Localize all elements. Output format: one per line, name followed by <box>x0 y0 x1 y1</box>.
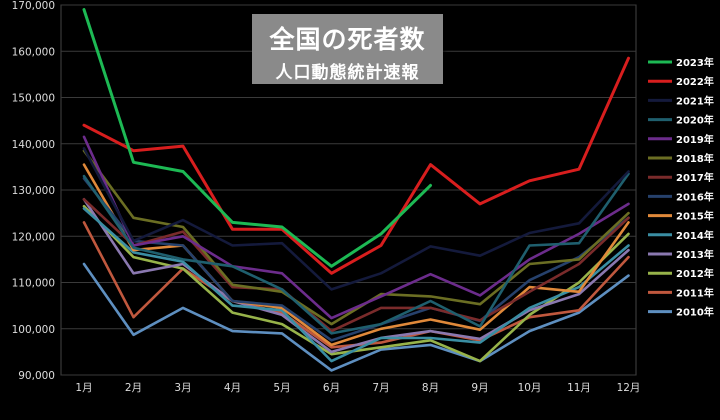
x-tick-label: 1月 <box>75 382 92 394</box>
legend-label: 2021年 <box>676 94 714 107</box>
x-tick-label: 8月 <box>422 382 439 394</box>
x-tick-label: 12月 <box>617 382 641 394</box>
series-line-2018年 <box>82 149 630 326</box>
chart-subtitle: 人口動態統計速報 <box>275 63 420 83</box>
legend-label: 2012年 <box>676 267 714 280</box>
series-line-2010年 <box>82 262 630 372</box>
y-tick-label: 140,000 <box>12 139 55 151</box>
x-tick-label: 9月 <box>471 382 488 394</box>
series-line-2019年 <box>82 135 630 320</box>
x-tick-label: 2月 <box>125 382 142 394</box>
legend: 2023年 2022年 2021年 2020年 2019年 2018年 2017年 2016年… <box>648 56 714 319</box>
x-tick-label: 11月 <box>567 382 591 394</box>
y-tick-label: 160,000 <box>12 46 55 58</box>
x-tick-label: 7月 <box>372 382 389 394</box>
y-tick-label: 130,000 <box>12 185 55 197</box>
x-axis-ticks: 1月 2月 3月 4月 5月 6月 7月 8月 9月 10月 11月 12月 <box>75 382 640 394</box>
x-tick-label: 4月 <box>224 382 241 394</box>
series-line-2021年 <box>82 147 630 291</box>
legend-label: 2015年 <box>676 210 714 223</box>
series-line-2022年 <box>82 56 630 275</box>
series-line-2014年 <box>82 207 630 363</box>
gridlines <box>61 4 636 376</box>
y-tick-label: 110,000 <box>12 278 55 290</box>
y-axis-ticks: 90,000 100,000 110,000 120,000 130,000 140,00… <box>12 0 55 382</box>
x-tick-label: 3月 <box>174 382 191 394</box>
x-tick-label: 10月 <box>518 382 542 394</box>
legend-label: 2013年 <box>676 248 714 261</box>
legend-label: 2016年 <box>676 190 714 203</box>
legend-label: 2010年 <box>676 306 714 319</box>
legend-label: 2017年 <box>676 171 714 184</box>
legend-label: 2011年 <box>676 286 714 299</box>
y-tick-label: 120,000 <box>12 231 55 243</box>
title-box: 全国の死者数 人口動態統計速報 <box>252 14 443 84</box>
y-tick-label: 90,000 <box>18 370 55 382</box>
legend-label: 2018年 <box>676 152 714 165</box>
legend-label: 2019年 <box>676 133 714 146</box>
series-lines <box>82 8 630 372</box>
y-tick-label: 170,000 <box>12 0 55 12</box>
series-line-2023年 <box>82 8 432 268</box>
legend-label: 2023年 <box>676 56 714 69</box>
series-line-2013年 <box>82 198 630 354</box>
y-tick-label: 100,000 <box>12 324 55 336</box>
series-line-2016年 <box>82 177 630 342</box>
series-line-2020年 <box>82 172 630 335</box>
legend-label: 2020年 <box>676 114 714 127</box>
legend-label: 2014年 <box>676 229 714 242</box>
chart-title: 全国の死者数 <box>269 25 426 54</box>
series-line-2017年 <box>82 198 630 333</box>
y-tick-label: 150,000 <box>12 93 55 105</box>
legend-label: 2022年 <box>676 75 714 88</box>
x-tick-label: 5月 <box>273 382 290 394</box>
x-tick-label: 6月 <box>323 382 340 394</box>
